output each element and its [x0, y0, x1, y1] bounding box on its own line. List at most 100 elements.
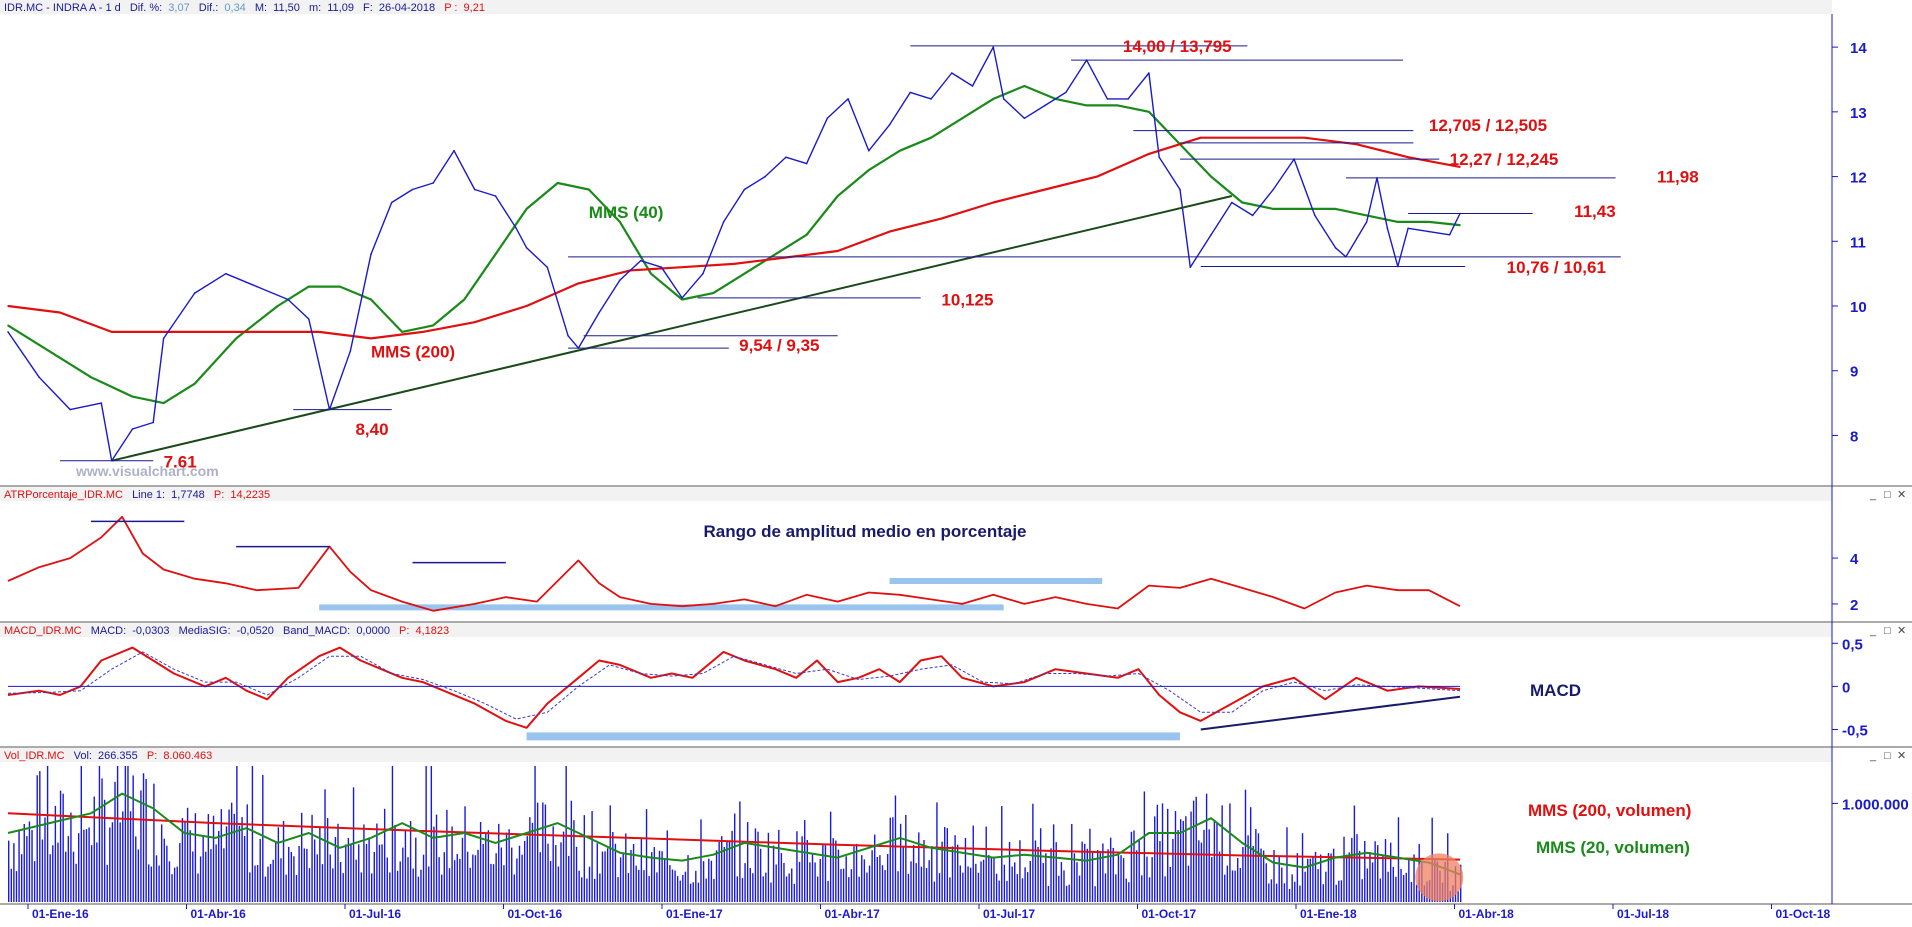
- volume-bar: [886, 853, 889, 902]
- volume-bar: [609, 805, 611, 902]
- volume-bar: [536, 802, 539, 902]
- price-point: [453, 149, 455, 152]
- close-icon[interactable]: ✕: [1897, 625, 1906, 637]
- volume-bar: [1356, 834, 1358, 902]
- price-point: [1158, 156, 1160, 158]
- price-y-tick-label: 14: [1850, 40, 1867, 57]
- volume-bar: [420, 869, 422, 902]
- volume-bar: [1037, 846, 1039, 902]
- volume-bar: [269, 863, 272, 902]
- volume-bar: [962, 872, 964, 902]
- volume-bar: [1208, 829, 1210, 902]
- close-icon[interactable]: ✕: [1897, 489, 1906, 501]
- volume-bar: [547, 843, 549, 902]
- volume-bar: [215, 844, 217, 902]
- price-point: [266, 331, 269, 333]
- volume-bar: [879, 855, 881, 902]
- volume-bar: [975, 863, 977, 902]
- volume-bar: [529, 817, 531, 902]
- volume-bar: [1117, 855, 1120, 902]
- volume-bar: [1226, 865, 1229, 902]
- x-tick-label: 01-Ene-18: [1300, 907, 1357, 921]
- volume-bar: [1143, 791, 1146, 902]
- volume-bar: [1125, 878, 1127, 902]
- maximize-icon[interactable]: □: [1884, 750, 1891, 762]
- volume-bar: [705, 878, 707, 902]
- volume-bar: [1348, 852, 1350, 902]
- volume-bar: [267, 866, 269, 902]
- volume-bar: [1192, 800, 1195, 902]
- volume-bar: [132, 775, 134, 902]
- volume-bar: [1395, 876, 1397, 902]
- volume-highlight: [1415, 853, 1464, 902]
- volume-bar: [1014, 862, 1016, 902]
- volume-bar: [474, 855, 477, 902]
- volume-bar: [347, 838, 350, 902]
- volume-bar: [928, 860, 930, 902]
- volume-bar: [428, 866, 430, 902]
- volume-bar: [363, 824, 365, 902]
- price-point: [868, 149, 870, 152]
- minimize-icon[interactable]: _: [1869, 625, 1877, 637]
- volume-bar: [275, 841, 277, 902]
- volume-bar: [485, 834, 487, 902]
- minimize-icon[interactable]: _: [1869, 489, 1877, 501]
- volume-bar: [915, 863, 917, 902]
- price-point: [1231, 201, 1233, 204]
- volume-bar: [635, 865, 637, 902]
- volume-bar: [103, 799, 106, 902]
- volume-bar: [949, 877, 951, 902]
- volume-bar: [8, 840, 10, 902]
- volume-bar: [88, 827, 90, 902]
- volume-bar: [757, 831, 759, 902]
- volume-bar: [1309, 858, 1312, 902]
- volume-bar: [23, 823, 25, 902]
- price-point: [525, 247, 528, 249]
- volume-bar: [1304, 871, 1306, 902]
- macd-window-controls[interactable]: _ □ ✕: [1869, 625, 1906, 637]
- volume-bar: [902, 847, 904, 902]
- volume-bar: [46, 765, 49, 902]
- volume-bar: [1345, 854, 1348, 902]
- price-point: [681, 297, 683, 299]
- volume-bar: [399, 861, 401, 902]
- price-point: [712, 292, 715, 294]
- atr-window-controls[interactable]: _ □ ✕: [1869, 489, 1906, 501]
- volume-bar: [936, 802, 938, 902]
- volume-bar: [135, 836, 137, 902]
- vol-y-tick-label: 1.000.000: [1842, 796, 1909, 813]
- volume-bar: [381, 844, 383, 902]
- volume-bar: [1265, 863, 1267, 902]
- volume-bar: [466, 851, 469, 902]
- vol-window-controls[interactable]: _ □ ✕: [1869, 750, 1906, 762]
- volume-bar: [944, 827, 946, 902]
- price-point: [650, 272, 652, 275]
- volume-bar: [119, 822, 121, 902]
- volume-bar: [741, 877, 744, 902]
- price-y-tick-label: 12: [1850, 170, 1867, 187]
- volume-bar: [988, 854, 990, 902]
- x-tick-label: 01-Jul-18: [1617, 907, 1669, 921]
- close-icon[interactable]: ✕: [1897, 750, 1906, 762]
- minimize-icon[interactable]: _: [1869, 750, 1877, 762]
- price-point: [1251, 136, 1254, 139]
- price-point: [785, 156, 787, 158]
- volume-bar: [394, 824, 396, 902]
- maximize-icon[interactable]: □: [1884, 489, 1891, 501]
- volume-bar: [59, 790, 62, 902]
- volume-bar: [241, 817, 243, 902]
- volume-series-1: [7, 792, 1461, 876]
- volume-bar: [555, 845, 557, 902]
- maximize-icon[interactable]: □: [1884, 625, 1891, 637]
- volume-bar: [1172, 838, 1174, 902]
- price-point: [1044, 188, 1046, 191]
- volume-bar: [1325, 871, 1327, 902]
- volume-bar: [643, 870, 645, 902]
- price-point: [131, 395, 134, 398]
- volume-bar: [1016, 874, 1019, 902]
- volume-bar: [1358, 850, 1361, 902]
- volume-bar: [171, 874, 173, 902]
- price-annotation: MMS (40): [589, 203, 664, 222]
- price-point: [961, 117, 963, 120]
